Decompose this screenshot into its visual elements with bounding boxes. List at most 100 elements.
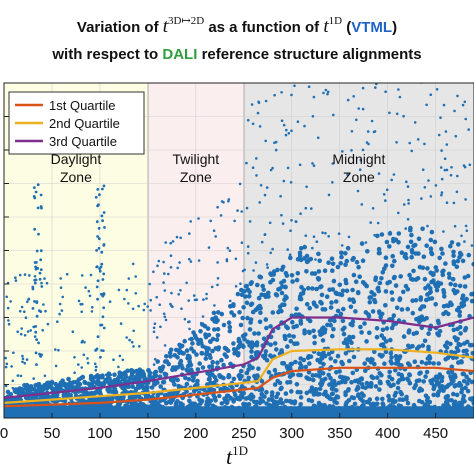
zone-label: Midnight bbox=[332, 151, 385, 167]
scatter-point bbox=[167, 272, 170, 276]
scatter-point bbox=[37, 341, 40, 345]
scatter-point bbox=[316, 269, 322, 274]
scatter-point bbox=[101, 187, 104, 191]
scatter-point bbox=[385, 379, 391, 385]
scatter-point bbox=[54, 364, 58, 368]
scatter-point bbox=[237, 376, 243, 382]
scatter-point bbox=[461, 302, 467, 308]
scatter-point bbox=[216, 283, 219, 287]
scatter-point bbox=[180, 366, 185, 371]
scatter-point bbox=[329, 386, 335, 392]
scatter-point bbox=[372, 349, 377, 355]
scatter-point bbox=[257, 319, 263, 325]
scatter-point bbox=[384, 199, 387, 202]
scatter-point bbox=[347, 235, 351, 239]
scatter-point bbox=[189, 220, 192, 223]
scatter-point bbox=[207, 376, 212, 382]
scatter-point bbox=[149, 385, 155, 390]
scatter-point bbox=[435, 393, 441, 398]
scatter-point bbox=[343, 351, 349, 356]
scatter-point bbox=[5, 295, 8, 299]
scatter-point bbox=[416, 344, 422, 350]
scatter-point bbox=[409, 232, 414, 238]
scatter-point bbox=[423, 374, 428, 379]
scatter-point bbox=[320, 338, 326, 343]
scatter-point bbox=[293, 312, 299, 318]
scatter-point bbox=[382, 59, 385, 62]
scatter-point bbox=[95, 378, 101, 384]
scatter-point bbox=[405, 244, 411, 250]
scatter-point bbox=[412, 242, 418, 248]
scatter-point bbox=[123, 297, 126, 301]
scatter-point bbox=[326, 90, 330, 94]
scatter-point bbox=[280, 213, 283, 217]
scatter-point bbox=[197, 259, 201, 262]
scatter-point bbox=[399, 372, 405, 378]
scatter-point bbox=[86, 361, 90, 365]
scatter-point bbox=[81, 339, 84, 343]
scatter-point bbox=[32, 186, 36, 190]
scatter-point bbox=[446, 271, 452, 277]
scatter-point bbox=[226, 320, 232, 326]
scatter-point bbox=[368, 295, 374, 300]
scatter-point bbox=[177, 293, 180, 296]
scatter-point bbox=[444, 340, 450, 345]
scatter-point bbox=[326, 92, 329, 96]
scatter-point bbox=[374, 375, 380, 380]
scatter-point bbox=[451, 287, 457, 293]
scatter-point bbox=[243, 268, 246, 272]
scatter-point bbox=[128, 338, 131, 342]
legend: 1st Quartile 2nd Quartile 3rd Quartile bbox=[8, 91, 145, 155]
scatter-point bbox=[127, 302, 130, 305]
scatter-point bbox=[277, 304, 283, 310]
scatter-point bbox=[364, 399, 370, 405]
scatter-point bbox=[377, 250, 382, 256]
scatter-point bbox=[317, 373, 322, 379]
scatter-point bbox=[104, 373, 108, 377]
scatter-point bbox=[449, 302, 454, 308]
scatter-point bbox=[451, 391, 456, 397]
scatter-point bbox=[244, 300, 250, 306]
scatter-point bbox=[445, 143, 449, 146]
scatter-point bbox=[57, 348, 60, 352]
scatter-point bbox=[307, 318, 313, 324]
scatter-point bbox=[189, 346, 194, 351]
scatter-point bbox=[21, 360, 24, 364]
scatter-point bbox=[228, 299, 232, 303]
scatter-point bbox=[21, 357, 25, 361]
scatter-point bbox=[425, 292, 430, 297]
scatter-point bbox=[327, 318, 333, 323]
scatter-point bbox=[311, 246, 314, 250]
scatter-point bbox=[449, 240, 455, 245]
x-tick-label: 400 bbox=[375, 425, 400, 442]
scatter-point bbox=[226, 374, 232, 379]
scatter-point bbox=[374, 396, 380, 402]
zone-label: Daylight bbox=[51, 151, 102, 167]
scatter-point bbox=[286, 248, 290, 251]
scatter-point bbox=[394, 305, 400, 311]
scatter-point bbox=[77, 363, 80, 366]
scatter-point bbox=[293, 84, 296, 88]
scatter-point bbox=[219, 214, 223, 217]
scatter-point bbox=[389, 355, 394, 360]
scatter-point bbox=[330, 261, 336, 267]
scatter-point bbox=[311, 377, 316, 383]
scatter-point bbox=[408, 239, 414, 245]
scatter-point bbox=[347, 358, 352, 364]
scatter-point bbox=[56, 320, 59, 324]
scatter-point bbox=[197, 361, 202, 366]
scatter-point bbox=[340, 327, 346, 332]
scatter-point bbox=[317, 369, 322, 374]
zone-labels: Daylight Zone Twilight Zone Midnight Zone bbox=[51, 151, 386, 185]
scatter-point bbox=[28, 274, 31, 277]
scatter-point bbox=[54, 348, 57, 351]
scatter-point bbox=[108, 300, 112, 304]
scatter-point bbox=[359, 158, 363, 162]
scatter-point bbox=[439, 246, 444, 252]
scatter-point bbox=[397, 211, 400, 215]
scatter-point bbox=[217, 373, 222, 378]
scatter-point bbox=[464, 117, 468, 121]
scatter-point bbox=[307, 361, 312, 366]
scatter-point bbox=[13, 397, 19, 402]
scatter-point bbox=[392, 173, 396, 176]
